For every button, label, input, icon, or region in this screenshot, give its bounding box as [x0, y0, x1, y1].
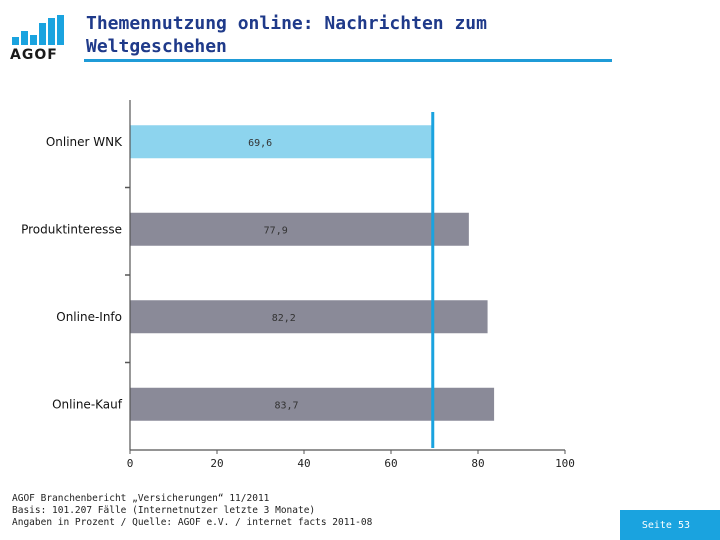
x-tick-label: 20 — [210, 457, 223, 470]
x-tick-label: 60 — [384, 457, 397, 470]
page-title: Themennutzung online: Nachrichten zum We… — [86, 12, 606, 58]
page-number: Seite 53 — [641, 520, 690, 531]
logo-text: AGOF — [10, 47, 58, 63]
category-label: Online-Info — [56, 310, 122, 324]
x-tick-label: 100 — [555, 457, 575, 470]
x-tick-label: 40 — [297, 457, 310, 470]
footer-notes: AGOF Branchenbericht „Versicherungen“ 11… — [12, 493, 372, 529]
data-label: 83,7 — [275, 400, 299, 411]
x-tick-label: 80 — [471, 457, 484, 470]
footer-line-2: Basis: 101.207 Fälle (Internetnutzer let… — [12, 505, 316, 516]
data-label: 69,6 — [248, 138, 272, 149]
bar — [130, 212, 469, 246]
bar-chart: Onliner WNK 69,6 Produktinteresse 77,9 Onlin… — [21, 100, 575, 470]
data-label: 82,2 — [272, 313, 296, 324]
bar — [130, 125, 433, 159]
bar — [130, 300, 488, 334]
agof-logo: AGOF — [10, 15, 70, 63]
title-underline — [84, 59, 612, 62]
footer-line-1: AGOF Branchenbericht „Versicherungen“ 11… — [12, 493, 270, 504]
bar — [130, 387, 495, 421]
page-title-line-1: Themennutzung online: Nachrichten zum — [86, 13, 487, 34]
logo-bars-icon — [12, 15, 64, 45]
category-label: Produktinteresse — [21, 222, 122, 236]
page-number-box: Seite 53 — [620, 510, 720, 540]
x-tick-label: 0 — [127, 457, 134, 470]
data-label: 77,9 — [264, 225, 288, 236]
page-title-line-2: Weltgeschehen — [86, 36, 227, 57]
footer-line-3: Angaben in Prozent / Quelle: AGOF e.V. /… — [12, 517, 373, 528]
category-label: Onliner WNK — [46, 135, 123, 149]
category-label: Online-Kauf — [52, 397, 123, 411]
